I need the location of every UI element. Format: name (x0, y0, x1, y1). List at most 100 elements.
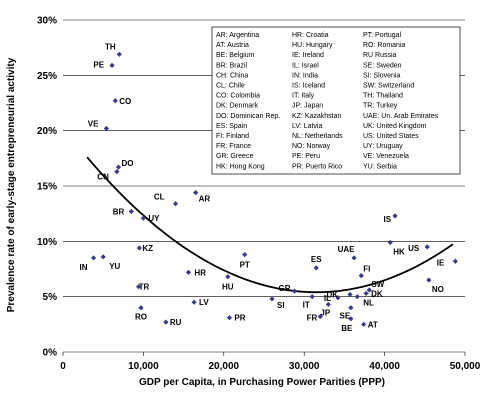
legend-entry: TR: Turkey (363, 103, 398, 110)
point-label-lv: LV (199, 298, 209, 307)
point-label-ve: VE (88, 119, 99, 128)
point-cl (172, 201, 179, 207)
point-label-pr: PR (234, 314, 245, 323)
point-label-ro: RO (135, 313, 147, 322)
x-tick-labels: 0 10,000 20,000 30,000 40,000 50,000 (60, 352, 481, 372)
point-il (335, 295, 341, 301)
point-gr (291, 288, 298, 294)
point-label-uae: UAE (338, 245, 356, 254)
point-label-hu: HU (222, 283, 234, 292)
point-it (309, 294, 315, 300)
point-label-it: IT (303, 301, 310, 310)
data-points (90, 51, 458, 327)
point-label-co: CO (119, 97, 131, 106)
legend-entry: BE: Belgium (216, 52, 255, 59)
legend-entry: PR: Puerto Rico (292, 163, 342, 170)
legend-entry: UY: Uruguay (363, 143, 403, 150)
point-label-gr: GR (279, 284, 291, 293)
legend-entry: PE: Peru (292, 153, 320, 160)
legend-entry: CO: Colombia (216, 93, 260, 100)
legend-entry: NL: Netherlands (292, 133, 343, 140)
point-label-es: ES (311, 255, 322, 264)
point-label-sw: SW (371, 280, 384, 289)
legend-entry: FR: France (216, 143, 251, 150)
legend-entry: DO: Dominican Rep. (216, 113, 280, 120)
point-kz (136, 245, 142, 251)
point-no (426, 277, 432, 283)
point-label-uk: UK (326, 290, 338, 299)
y-tick-label: 25% (37, 71, 57, 82)
legend-box (211, 26, 461, 175)
point-label-fi: FI (363, 265, 370, 274)
point-tr (135, 284, 142, 290)
legend-entry: CL: Chile (216, 83, 245, 90)
point-uae (351, 255, 357, 261)
legend-entry: SE: Sweden (363, 62, 402, 69)
point-label-se: SE (339, 312, 350, 321)
x-axis-title: GDP per Capita, in Purchasing Power Pari… (139, 377, 385, 388)
point-label-fr: FR (307, 314, 318, 323)
point-ve (103, 125, 110, 132)
legend-entry: IT: Italy (292, 93, 315, 100)
point-label-do: DO (121, 159, 133, 168)
legend-entry: US: United States (363, 133, 419, 140)
legend-entry: UK: United Kingdom (363, 123, 427, 130)
point-pt (242, 252, 248, 258)
point-label-nl: NL (363, 299, 374, 308)
legend-entry: YU: Serbia (363, 163, 397, 170)
legend-entry: IN: India (292, 72, 318, 79)
point-label-jp: JP (320, 308, 330, 317)
point-us (424, 244, 430, 250)
point-do (115, 164, 122, 170)
legend-entry: SI: Slovenia (363, 72, 400, 79)
legend-entry: SW: Switzerland (363, 83, 414, 90)
point-label-cn: CN (97, 173, 109, 182)
y-axis-title: Prevalence rate of early-stage entrepren… (6, 57, 17, 312)
legend-entry: LV: Latvia (292, 123, 322, 130)
point-uy (140, 215, 146, 221)
point-yu (100, 254, 106, 260)
point-label-us: US (408, 244, 420, 253)
point-label-il: IL (324, 294, 331, 303)
point-label-ie: IE (437, 258, 445, 267)
legend-entry: BR: Brazil (216, 62, 248, 69)
y-tick-label: 10% (37, 237, 57, 248)
legend: AR: Argentina AT: Austria BE: Belgium BR: B… (211, 26, 461, 175)
point-cn (114, 169, 120, 175)
point-label-at: AT (368, 320, 378, 329)
point-hu (225, 274, 231, 280)
legend-entry: VE: Venezuela (363, 153, 409, 160)
legend-entry: IE: Ireland (292, 52, 324, 59)
point-nl (354, 294, 360, 300)
point-fr (317, 313, 323, 320)
legend-entry: RO: Romania (363, 42, 406, 49)
legend-entry: JP: Japan (292, 103, 323, 110)
point-sw (366, 287, 372, 293)
point-hk (387, 239, 393, 246)
point-label-kz: KZ (142, 244, 153, 253)
point-is (392, 213, 398, 219)
point-lv (191, 299, 197, 305)
legend-entry: TH: Thailand (363, 93, 403, 100)
point-label-ru: RU (170, 318, 182, 327)
point-label-uy: UY (148, 214, 160, 223)
point-hr (185, 269, 192, 275)
point-se (348, 305, 354, 311)
trend-line (86, 156, 454, 294)
point-label-yu: YU (109, 262, 120, 271)
legend-entry: HR: Croatia (292, 32, 329, 39)
point-th (116, 51, 122, 57)
point-label-dk: DK (371, 289, 383, 298)
point-co (112, 98, 118, 104)
point-ru (163, 319, 169, 325)
legend-entry: AR: Argentina (216, 32, 259, 39)
x-tick-label: 0 (60, 361, 66, 372)
x-tick-label: 10,000 (128, 361, 159, 372)
point-at (361, 321, 367, 327)
y-tick-label: 15% (37, 182, 57, 193)
point-label-pe: PE (93, 60, 104, 69)
point-label-br: BR (113, 207, 125, 216)
point-uk (347, 291, 353, 298)
point-es (313, 265, 319, 271)
